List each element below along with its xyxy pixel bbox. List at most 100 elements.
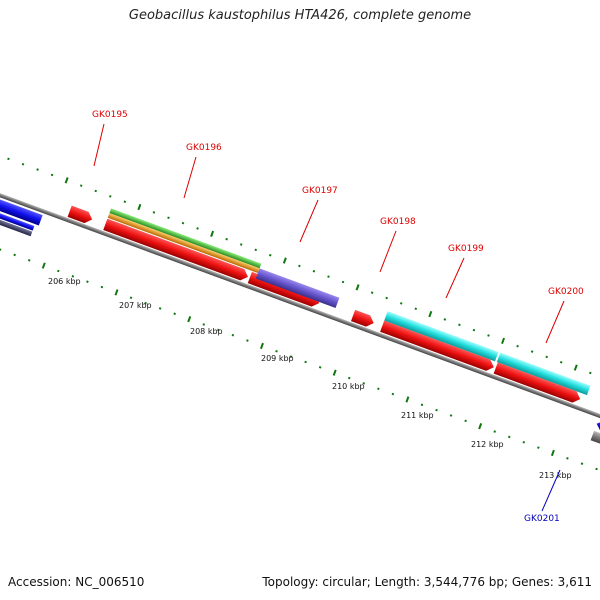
callout-line	[379, 230, 397, 273]
feature-purple	[255, 268, 340, 309]
minor-tick	[129, 296, 133, 300]
minor-tick	[507, 435, 511, 439]
minor-tick	[545, 355, 548, 359]
gene-label-gk0200[interactable]: GK0200	[548, 287, 584, 297]
scale-label: 213 kbp	[539, 471, 572, 480]
gene-arrow-gk0195[interactable]	[67, 205, 95, 226]
feature-cyan-1	[384, 311, 499, 362]
major-tick	[332, 369, 337, 376]
major-tick	[550, 449, 555, 457]
minor-tick	[196, 227, 199, 230]
minor-tick	[21, 162, 25, 166]
minor-tick	[86, 280, 89, 283]
minor-tick	[487, 334, 490, 337]
minor-tick	[217, 328, 220, 332]
minor-tick	[493, 430, 496, 433]
minor-tick	[239, 243, 243, 246]
callout-line	[445, 257, 465, 299]
feature-gray	[590, 430, 600, 451]
gene-label-gk0201[interactable]: GK0201	[524, 514, 560, 524]
major-tick	[114, 289, 119, 296]
callout-line	[183, 156, 197, 199]
major-tick	[478, 423, 483, 430]
minor-tick	[289, 355, 293, 358]
minor-tick	[414, 307, 418, 311]
scale-label: 206 kbp	[48, 277, 81, 286]
major-tick	[428, 310, 433, 318]
scale-label: 211 kbp	[401, 411, 434, 420]
minor-tick	[167, 216, 170, 220]
minor-tick	[254, 248, 258, 252]
feature-green	[109, 208, 262, 269]
gene-callouts: GK0195 GK0196 GK0197 GK0198 GK0199 GK0200 GK02…	[92, 110, 584, 524]
lower-tick-row	[0, 248, 598, 471]
callout-line	[545, 300, 565, 344]
gene-label-gk0197[interactable]: GK0197	[302, 186, 338, 196]
major-tick	[355, 284, 360, 291]
minor-tick	[327, 275, 330, 278]
callout-line	[541, 469, 561, 512]
minor-tick	[123, 200, 127, 203]
minor-tick	[108, 195, 112, 198]
minor-tick	[566, 457, 569, 460]
gene-label-gk0195[interactable]: GK0195	[92, 110, 128, 120]
minor-tick	[7, 157, 10, 161]
minor-tick	[50, 173, 54, 177]
minor-tick	[36, 168, 39, 171]
feature-blue-thin	[0, 196, 35, 231]
minor-tick	[0, 248, 2, 251]
minor-tick	[341, 280, 345, 284]
minor-tick	[449, 414, 453, 417]
feature-cyan-2	[496, 352, 591, 396]
minor-tick	[318, 366, 322, 369]
minor-tick	[144, 301, 147, 305]
minor-tick	[370, 291, 374, 294]
major-tick	[282, 257, 287, 264]
callout-line	[93, 123, 105, 167]
minor-tick	[420, 403, 424, 407]
scale-label: 212 kbp	[471, 440, 504, 449]
minor-tick	[580, 462, 584, 465]
minor-tick	[464, 419, 467, 423]
gene-arrow-gk0199[interactable]	[380, 320, 496, 373]
minor-tick	[559, 360, 563, 364]
minor-tick	[530, 350, 534, 353]
minor-tick	[522, 440, 526, 444]
minor-tick	[173, 312, 176, 316]
scale-label: 208 kbp	[190, 327, 223, 336]
gene-arrow-gk0196[interactable]	[103, 218, 250, 283]
minor-tick	[158, 307, 162, 310]
major-tick	[64, 177, 69, 184]
genome-backbone	[0, 179, 600, 446]
minor-tick	[312, 269, 316, 273]
gene-label-gk0199[interactable]: GK0199	[448, 244, 484, 254]
minor-tick	[516, 344, 519, 348]
map-title: Geobacillus kaustophilus HTA426, complet…	[128, 8, 472, 23]
major-tick	[259, 342, 264, 350]
gene-label-gk0198[interactable]: GK0198	[380, 217, 416, 227]
minor-tick	[152, 211, 156, 214]
accession-text: Accession: NC_006510	[8, 575, 145, 589]
gene-label-gk0196[interactable]: GK0196	[186, 143, 222, 153]
gene-arrow-left-blue[interactable]	[0, 184, 43, 226]
minor-tick	[458, 323, 461, 327]
minor-tick	[71, 275, 75, 278]
minor-tick	[362, 382, 366, 385]
minor-tick	[435, 408, 438, 412]
minor-tick	[181, 221, 185, 225]
genome-track	[0, 157, 600, 471]
minor-tick	[275, 349, 278, 353]
minor-tick	[537, 446, 540, 449]
minor-tick	[304, 360, 307, 364]
minor-tick	[225, 237, 228, 241]
major-tick	[41, 262, 46, 269]
gene-arrow-gk0200[interactable]	[493, 362, 583, 404]
minor-tick	[589, 371, 592, 375]
minor-tick	[27, 259, 31, 262]
minor-tick	[246, 339, 249, 342]
upper-tick-row	[7, 157, 592, 375]
scale-label: 207 kbp	[119, 301, 152, 310]
major-tick	[573, 364, 578, 371]
gene-arrow-gk0198[interactable]	[350, 309, 376, 329]
